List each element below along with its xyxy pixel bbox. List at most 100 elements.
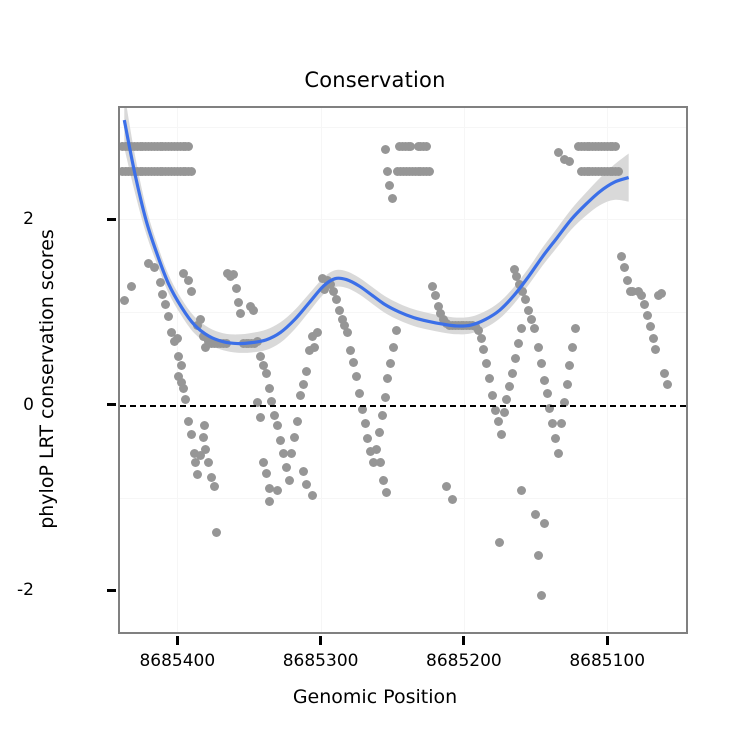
data-point — [363, 433, 373, 443]
data-point — [161, 300, 171, 310]
data-point — [539, 518, 549, 528]
x-tick-mark-0 — [175, 636, 179, 645]
data-point — [493, 416, 503, 426]
data-point — [174, 352, 184, 362]
data-point — [187, 287, 197, 297]
gridline-horizontal-0 — [120, 497, 686, 499]
data-point — [476, 333, 486, 343]
gridline-horizontal-3 — [120, 126, 686, 128]
data-point — [427, 281, 437, 291]
gridline-vertical-3 — [607, 108, 609, 632]
gridline-horizontal-2 — [120, 219, 686, 221]
data-point — [374, 428, 384, 438]
data-point — [261, 468, 271, 478]
x-tick-label-3: 8685100 — [569, 651, 646, 671]
data-point — [512, 272, 522, 282]
data-point — [149, 263, 159, 273]
data-point — [200, 420, 210, 430]
data-point — [178, 268, 188, 278]
data-point — [485, 374, 495, 384]
data-point — [430, 290, 440, 300]
data-point — [383, 166, 393, 176]
data-point — [536, 359, 546, 369]
data-point — [371, 444, 381, 454]
data-point — [158, 289, 168, 299]
data-point — [565, 157, 575, 167]
data-point — [264, 483, 274, 493]
plot-area — [120, 108, 686, 632]
data-point — [164, 312, 174, 322]
data-point — [479, 344, 489, 354]
data-point — [531, 509, 541, 519]
y-tick-mark-1 — [107, 403, 116, 407]
data-point — [296, 391, 306, 400]
data-point — [562, 379, 572, 389]
x-tick-mark-3 — [605, 636, 609, 645]
data-point — [177, 378, 187, 388]
data-point — [526, 314, 536, 324]
x-tick-mark-1 — [319, 636, 323, 645]
y-tick-label-0: -2 — [17, 580, 34, 601]
data-point — [657, 288, 667, 298]
data-point — [617, 251, 627, 261]
data-point — [267, 396, 277, 406]
data-point — [201, 444, 211, 454]
data-point — [548, 418, 558, 428]
y-tick-mark-0 — [107, 588, 116, 592]
data-point — [386, 359, 396, 369]
data-point — [357, 404, 367, 414]
x-tick-label-0: 8685400 — [139, 651, 216, 671]
data-point — [559, 398, 569, 408]
data-point — [231, 284, 241, 294]
x-tick-mark-2 — [462, 636, 466, 645]
data-point — [248, 305, 258, 315]
data-point — [392, 326, 402, 336]
data-point — [290, 432, 300, 442]
data-point — [310, 342, 320, 352]
data-point — [442, 481, 452, 491]
smooth-trend-line — [122, 119, 630, 346]
data-point — [559, 155, 569, 165]
gridline-vertical-1 — [320, 108, 322, 632]
x-tick-label-2: 8685200 — [426, 651, 502, 671]
data-point — [278, 448, 288, 458]
data-point — [551, 433, 561, 443]
data-point — [382, 488, 392, 498]
data-point — [235, 309, 245, 319]
data-point — [542, 389, 552, 399]
data-point — [192, 469, 202, 479]
confidence-ribbon — [124, 108, 629, 353]
data-point — [340, 320, 350, 330]
data-point — [298, 379, 308, 389]
data-point — [651, 344, 661, 354]
data-point — [637, 290, 647, 300]
data-point — [178, 383, 188, 393]
data-point — [273, 420, 283, 430]
data-point — [181, 394, 191, 404]
data-point — [422, 142, 432, 152]
data-point — [351, 372, 361, 382]
data-point — [436, 309, 446, 319]
data-point — [195, 314, 205, 324]
data-point — [281, 463, 291, 473]
data-point — [379, 476, 389, 486]
loess-curve — [122, 119, 630, 346]
data-point — [387, 194, 397, 204]
data-point — [639, 300, 649, 310]
data-point — [270, 411, 280, 421]
data-point — [144, 259, 154, 269]
data-point — [273, 485, 283, 495]
data-point — [275, 435, 285, 445]
data-point — [264, 496, 274, 506]
data-point — [510, 353, 520, 363]
data-point — [187, 166, 197, 176]
data-point — [619, 263, 629, 273]
data-point — [660, 368, 669, 378]
data-point — [648, 333, 658, 343]
data-point — [622, 276, 632, 285]
data-point — [642, 311, 652, 321]
data-point — [533, 550, 543, 560]
data-point — [369, 457, 379, 467]
data-point — [473, 326, 483, 336]
